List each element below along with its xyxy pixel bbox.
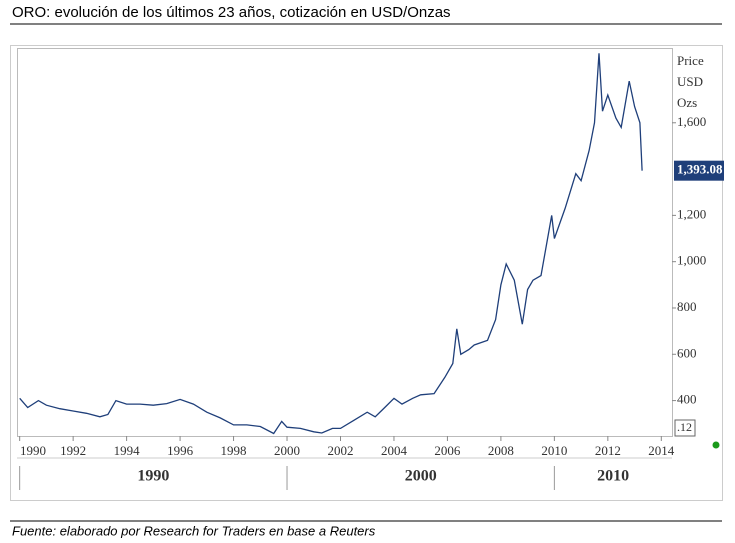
x-tick-label: 2006 xyxy=(434,443,461,458)
x-tick-label: 2002 xyxy=(327,443,353,458)
y-tick-label: 800 xyxy=(677,299,697,314)
y-axis-label: Price xyxy=(677,53,704,68)
corner-label: .12 xyxy=(677,420,692,434)
y-axis-label: USD xyxy=(677,74,703,89)
corner-box xyxy=(674,419,696,437)
y-tick-label: 400 xyxy=(677,392,697,407)
x-tick-label: 2004 xyxy=(381,443,408,458)
plot-area xyxy=(17,48,673,437)
end-label-box xyxy=(674,160,724,181)
chart-title: ORO: evolución de los últimos 23 años, c… xyxy=(12,4,451,21)
decade-label: 2010 xyxy=(597,468,629,485)
x-tick-label: 1994 xyxy=(114,443,141,458)
x-tick-label: 1996 xyxy=(167,443,194,458)
x-tick-label: 2010 xyxy=(541,443,567,458)
y-tick-label: 1,200 xyxy=(677,206,706,221)
x-tick-label: 1998 xyxy=(221,443,247,458)
x-tick-label: 2012 xyxy=(595,443,621,458)
y-tick-label: 1,000 xyxy=(677,253,706,268)
x-tick-label: 1992 xyxy=(60,443,86,458)
source: Fuente: elaborado por Research for Trade… xyxy=(12,523,376,538)
decade-label: 2000 xyxy=(405,468,437,485)
x-tick-label: 2014 xyxy=(648,443,675,458)
y-axis-label: Ozs xyxy=(677,95,697,110)
price-line xyxy=(19,53,643,435)
status-dot xyxy=(712,441,720,449)
x-tick-label: 2000 xyxy=(274,443,300,458)
decade-label: 1990 xyxy=(137,468,169,485)
end-label: 1,393.08 xyxy=(677,162,723,177)
x-tick-label: 2008 xyxy=(488,443,514,458)
y-tick-label: 600 xyxy=(677,345,697,360)
x-tick-label: 1990 xyxy=(20,443,46,458)
y-tick-label: 1,600 xyxy=(677,114,706,129)
